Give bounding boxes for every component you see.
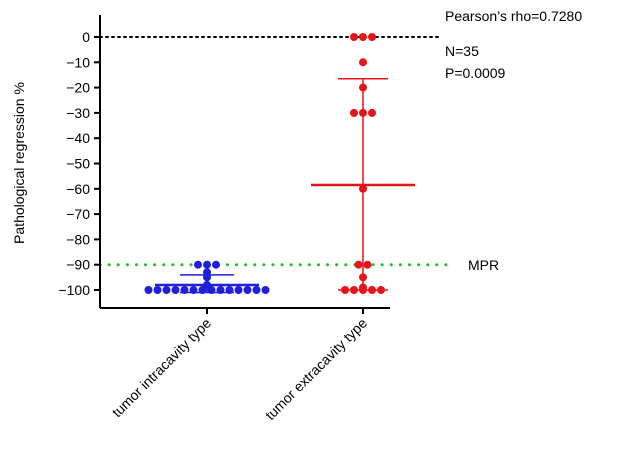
y-tick-label: −50 [66, 156, 90, 172]
data-point [368, 108, 376, 117]
data-point [194, 260, 202, 269]
data-point [363, 260, 372, 269]
data-point [234, 286, 243, 294]
data-point [350, 108, 358, 117]
y-tick-label: −10 [66, 54, 90, 70]
data-point [171, 286, 180, 294]
x-tick-label: tumor extracavity type [262, 315, 370, 423]
data-point [350, 33, 358, 41]
y-tick-label: −40 [66, 130, 90, 146]
data-point [261, 286, 270, 294]
data-point [144, 286, 153, 294]
y-tick-label: −70 [66, 206, 90, 222]
series-extracavity [311, 33, 415, 294]
y-tick-label: −20 [66, 80, 90, 96]
mpr-label: MPR [468, 257, 499, 273]
data-point [359, 33, 367, 41]
series-intracavity [144, 260, 270, 294]
data-point [354, 260, 363, 269]
data-point [243, 286, 252, 294]
y-tick-label: −60 [66, 181, 90, 197]
y-tick-label: −100 [58, 282, 90, 298]
data-point [162, 286, 171, 294]
y-tick-label: 0 [82, 29, 90, 45]
data-point [252, 286, 261, 294]
data-point [153, 286, 162, 294]
annotation-rho: Pearson’s rho=0.7280 [445, 8, 582, 24]
annotation-p: P=0.0009 [445, 65, 506, 81]
data-point [368, 33, 376, 41]
annotation-n: N=35 [445, 43, 479, 59]
data-point [203, 260, 211, 269]
data-point [212, 260, 220, 269]
y-tick-label: −30 [66, 105, 90, 121]
x-tick-label: tumor intracavity type [109, 315, 215, 421]
y-tick-label: −90 [66, 257, 90, 273]
data-point [359, 58, 367, 67]
y-tick-label: −80 [66, 231, 90, 247]
y-axis-label: Pathological regression % [11, 82, 27, 244]
